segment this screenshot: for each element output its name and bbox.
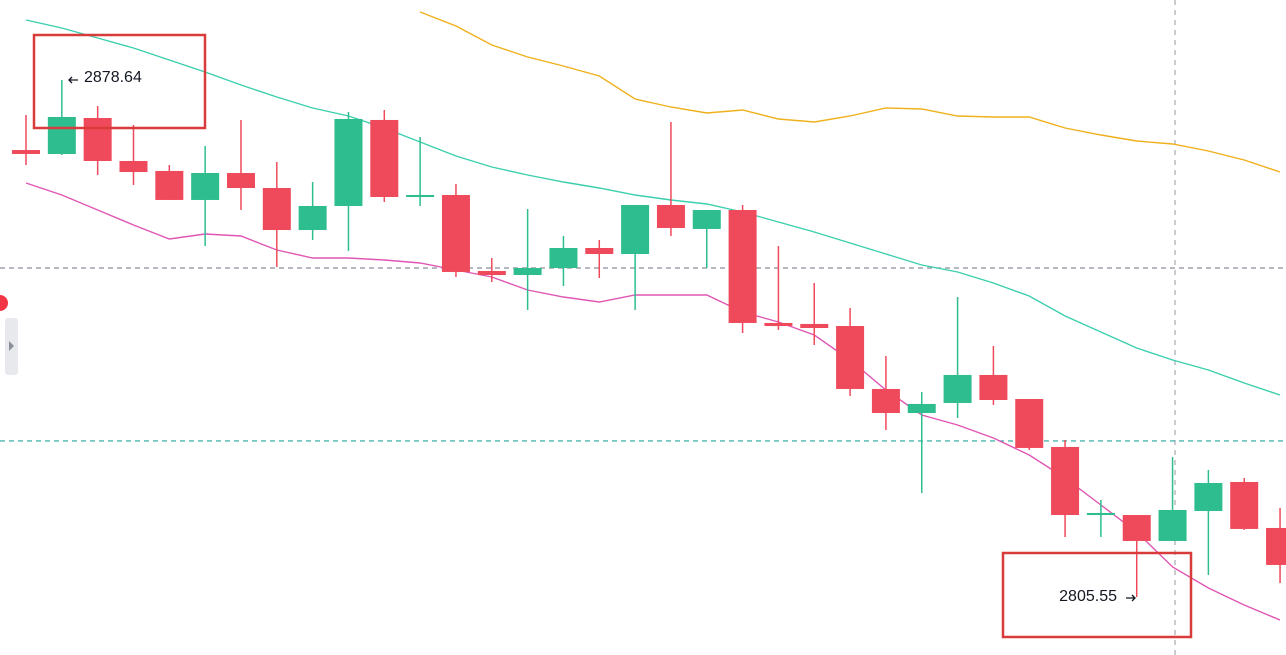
indicator-line (25, 19, 1281, 396)
highlight-box (1001, 551, 1193, 639)
candle-body (191, 173, 220, 200)
low-label: 2805.55 (1059, 588, 1117, 605)
candle-body (1122, 515, 1151, 541)
indicator-line (25, 182, 1281, 621)
candle-body (12, 150, 40, 154)
candle-body (692, 210, 721, 229)
lines-layer (25, 11, 1281, 621)
alert-dot (0, 295, 8, 311)
candle-body (907, 403, 936, 414)
candle-body (1086, 512, 1115, 516)
candle-body (226, 173, 255, 189)
high-label: 2878.64 (84, 69, 142, 86)
candle-body (585, 247, 614, 255)
highlight-box (32, 33, 207, 130)
candle-body (47, 116, 76, 154)
candle-body (83, 117, 112, 161)
candle-body (871, 388, 900, 414)
candle-body (334, 118, 363, 206)
indicator-line (419, 11, 1281, 173)
arrow-left (68, 76, 78, 84)
candle-body (656, 204, 685, 228)
side-handle[interactable] (0, 295, 18, 375)
candle-body (800, 323, 829, 328)
candle-body (943, 374, 972, 403)
candle-body (1015, 399, 1044, 448)
candle-body (549, 247, 578, 269)
candle-body (621, 204, 650, 255)
candle-body (1266, 527, 1286, 565)
candle-body (979, 374, 1008, 401)
candle-body (262, 188, 291, 231)
candle-body (155, 170, 184, 200)
candle-body (370, 119, 399, 197)
candle-body (764, 322, 793, 327)
arrow-right (1126, 594, 1136, 602)
candle-body (1158, 509, 1187, 541)
candle-body (298, 205, 327, 231)
candle-body (836, 326, 865, 389)
candle-body (1194, 482, 1223, 511)
candle-body (477, 270, 506, 276)
candle-body (441, 195, 470, 272)
candle-body (1051, 446, 1080, 516)
toggle-arrow (9, 341, 14, 351)
candle-body (406, 195, 435, 198)
candles-layer (12, 80, 1286, 597)
candle-body (513, 268, 542, 276)
candle-body (728, 210, 757, 323)
candle-body (119, 160, 148, 173)
annotations-layer: 2878.64 2805.55 (32, 33, 1193, 639)
candle-body (1230, 481, 1259, 529)
